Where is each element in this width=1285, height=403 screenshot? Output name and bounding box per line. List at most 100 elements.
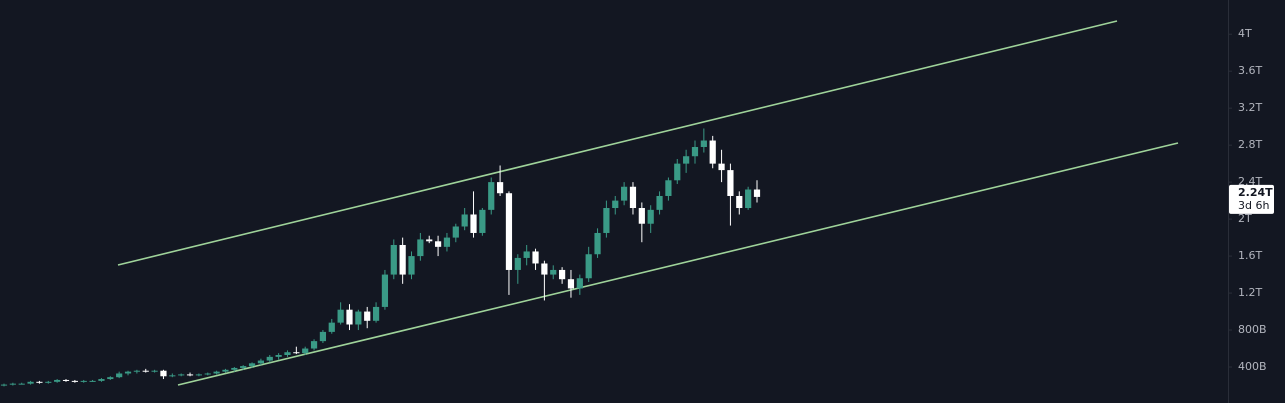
candle-body [691,146,699,157]
candle-body [98,379,105,381]
candle-body [496,182,504,194]
candle-body [647,209,654,224]
candle-body [479,209,486,233]
candle-body [656,195,663,210]
y-tick-label: 3.6T [1238,64,1262,77]
candle-body [674,163,681,181]
candle-body [541,263,548,275]
y-tick-label: 4T [1238,27,1252,40]
candle-body [753,189,761,197]
candle-body [399,244,406,275]
candle-body [257,360,265,364]
candle-body [302,348,309,354]
candle-body [745,189,752,209]
candle-body [567,279,575,289]
candle-body [505,193,513,270]
candle-body [576,278,583,289]
last-price-marker [1229,184,1274,214]
y-tick-label: 1.2T [1238,286,1262,299]
candle-body [9,383,16,385]
candle-body [612,200,619,209]
candle-body [178,374,185,376]
candle-body [355,311,362,325]
candle-body [709,140,716,164]
candle-body [337,309,344,323]
channel-upper [117,20,1118,266]
candle-body [240,366,247,368]
candle-body [470,214,477,233]
candle-body [231,367,238,370]
candle-body [621,186,628,201]
candle-body [80,380,87,382]
candle-body [124,371,132,374]
candle-body [89,380,96,382]
candle-body [434,241,442,247]
candle-body [727,170,734,196]
y-tick-label: 800B [1238,323,1267,336]
candle-body [683,156,690,164]
candle-body [736,195,743,209]
candle-body [319,331,327,342]
channel-lower [177,142,1179,386]
y-tick-label: 2.4T [1238,175,1262,188]
candle-body [408,256,415,275]
candle-body [36,381,43,383]
candle-body [151,370,158,372]
candle-body [54,379,61,382]
candle-body [629,186,637,209]
candle-body [550,269,557,275]
candle-body [488,182,495,210]
candle-body [213,371,220,374]
candle-body [116,373,123,378]
candle-body [45,381,52,383]
last-price-label: 2.24T [1238,186,1273,199]
candles [0,128,761,387]
candle-body [514,257,521,270]
candle-body [523,251,530,258]
candle-body [142,370,149,372]
candle-body [275,355,282,357]
candle-body [532,251,539,264]
y-tick-label: 4.4T [1238,0,1262,3]
candle-body [461,214,468,227]
y-tick-label: 2.8T [1238,138,1262,151]
y-tick-label: 3.2T [1238,101,1262,114]
candle-body [266,356,273,361]
countdown-label: 3d 6h [1238,199,1269,212]
y-tick-label: 400B [1238,360,1267,373]
candle-body [328,322,335,332]
candle-body [71,380,78,382]
candle-body [27,381,34,384]
candle-body [638,208,645,224]
candle-body [594,232,601,255]
candle-body [160,370,167,377]
candle-body [665,180,672,196]
candle-body [417,239,424,257]
candle-body [133,370,140,372]
y-tick-label: 1.6T [1238,249,1262,262]
candle-body [585,254,592,279]
candle-body [293,352,300,354]
candle-body [372,306,380,321]
candle-body [346,309,353,325]
candle-body [381,274,389,307]
candle-body [62,379,70,381]
candle-body [426,239,433,242]
candle-body [559,269,566,280]
candle-body [169,375,176,377]
candle-body [284,352,291,356]
candle-body [195,374,202,376]
price-axis: 400B 800B 1.2T 1.6T 2T 2.4T 2.8T 3.2T 3.6T 4T 4.4T… [1228,0,1274,373]
candle-body [107,377,114,380]
y-tick-label: 2T [1238,212,1252,225]
candle-body [718,163,725,171]
candle-body [18,383,25,385]
candle-body [390,244,397,275]
candle-body [310,341,318,349]
candle-body [452,226,459,238]
candle-body [204,373,211,375]
candle-body [222,369,229,372]
